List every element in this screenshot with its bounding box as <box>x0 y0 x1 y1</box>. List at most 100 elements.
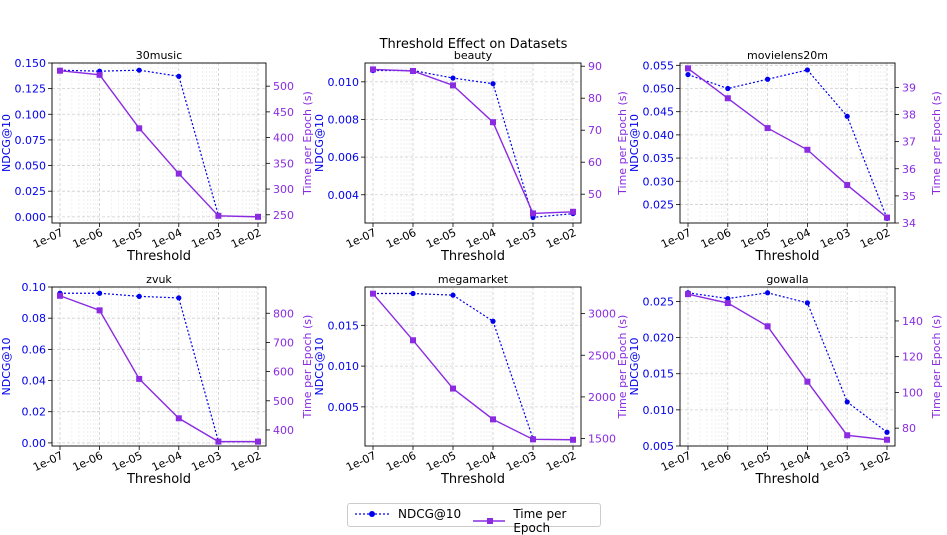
y-right-tick-label: 400 <box>273 424 294 437</box>
x-tick-label: 1e-03 <box>818 449 852 474</box>
y-right-tick-label: 70 <box>588 124 602 137</box>
time-point <box>530 436 536 443</box>
ndcg-point <box>490 81 496 87</box>
ndcg-point <box>804 67 811 73</box>
x-tick-label: 1e-06 <box>71 449 105 474</box>
y-right-tick-label: 36 <box>902 163 916 176</box>
plot-frame <box>364 62 582 224</box>
y-right-tick-label: 1500 <box>588 433 616 446</box>
ndcg-line <box>373 69 574 218</box>
y-left-axis-label: NDCG@10 <box>628 114 641 172</box>
y-right-tick-label: 90 <box>588 60 602 73</box>
y-left-tick-label: 0.04 <box>22 375 47 388</box>
time-point <box>570 436 576 443</box>
time-point <box>57 292 63 299</box>
time-point <box>255 438 261 445</box>
x-tick-label: 1e-02 <box>229 449 263 474</box>
time-point <box>410 68 416 74</box>
y-left-tick-label: 0.020 <box>643 332 675 345</box>
time-point <box>136 375 143 382</box>
y-right-tick-label: 80 <box>588 92 602 105</box>
y-left-tick-label: 0.055 <box>643 59 675 72</box>
x-tick-label: 1e-06 <box>699 449 733 474</box>
time-line <box>372 293 574 441</box>
subplot-title: 30music <box>136 49 183 62</box>
y-right-axis-label: Time per Epoch (s) <box>930 315 943 420</box>
y-left-tick-label: 0.050 <box>643 83 675 96</box>
x-axis-label: Threshold <box>126 249 191 264</box>
ndcg-line <box>60 292 219 442</box>
x-tick-label: 1e-02 <box>544 449 578 474</box>
y-left-tick-label: 0.125 <box>15 83 47 96</box>
x-tick-label: 1e-03 <box>504 226 538 251</box>
plot-frame <box>364 286 582 447</box>
x-tick-label: 1e-04 <box>778 226 812 251</box>
y-left-axis-label: NDCG@10 <box>628 338 641 396</box>
time-point <box>570 208 576 215</box>
ndcg-point <box>490 318 496 324</box>
x-tick-label: 1e-03 <box>504 449 538 474</box>
x-tick-label: 1e-05 <box>110 226 144 251</box>
subplot-zvuk: 1e-07 1e-06 1e-05 1e-04 1e-03 1e-02 0.00 0.02 0.… <box>0 273 314 487</box>
y-right-tick-label: 34 <box>902 217 916 230</box>
time-point <box>804 378 811 385</box>
subplot-title: beauty <box>454 49 493 62</box>
y-left-tick-label: 0.050 <box>15 160 47 173</box>
y-right-tick-label: 80 <box>902 422 916 435</box>
y-left-tick-label: 0.045 <box>643 106 675 119</box>
x-tick-label: 1e-07 <box>31 449 65 474</box>
y-right-tick-label: 300 <box>273 183 294 196</box>
time-point <box>685 65 691 72</box>
y-right-tick-label: 100 <box>902 386 923 399</box>
x-axis-label: Threshold <box>754 249 819 264</box>
y-right-tick-label: 350 <box>273 157 294 170</box>
time-line <box>59 295 258 443</box>
subplot-gowalla: 1e-07 1e-06 1e-05 1e-04 1e-03 1e-020.0050.010… <box>628 273 943 487</box>
y-left-tick-label: 0.004 <box>328 189 360 202</box>
x-tick-label: 1e-05 <box>739 449 773 474</box>
ndcg-line <box>687 292 888 433</box>
time-point <box>175 170 182 177</box>
y-right-tick-label: 60 <box>588 156 602 169</box>
y-right-tick-label: 50 <box>588 188 602 201</box>
time-point <box>410 337 416 344</box>
legend-entry-ndcg: NDCG@10 <box>354 507 461 521</box>
time-point <box>450 385 456 392</box>
ndcg-line <box>687 69 888 219</box>
subplot-title: movielens20m <box>747 49 828 62</box>
ndcg-point <box>765 290 771 296</box>
y-left-tick-label: 0.000 <box>15 211 47 224</box>
x-tick-label: 1e-06 <box>71 226 105 251</box>
y-left-tick-label: 0.015 <box>328 319 360 332</box>
y-right-tick-label: 38 <box>902 109 916 122</box>
ndcg-point <box>844 399 850 405</box>
time-point <box>215 438 222 445</box>
time-point <box>175 415 182 422</box>
ndcg-point <box>450 292 456 298</box>
time-point <box>884 436 890 443</box>
ndcg-point <box>176 73 182 79</box>
legend-time-swatch <box>473 518 506 524</box>
y-left-tick-label: 0.08 <box>22 312 47 325</box>
x-tick-label: 1e-06 <box>699 226 733 251</box>
plot-frame <box>679 62 896 224</box>
time-point <box>724 300 731 307</box>
time-point <box>764 323 771 330</box>
y-right-tick-label: 600 <box>273 366 294 379</box>
time-line <box>687 293 888 441</box>
y-right-tick-label: 3000 <box>588 308 616 321</box>
y-left-tick-label: 0.06 <box>22 343 47 356</box>
y-left-axis-label: NDCG@10 <box>313 114 326 172</box>
subplot-beauty: 1e-07 1e-06 1e-05 1e-04 1e-03 1e-02 0.004 0.006… <box>313 49 629 264</box>
y-right-tick-label: 120 <box>902 351 923 364</box>
subplot-title: zvuk <box>146 273 172 286</box>
y-left-tick-label: 0.100 <box>15 108 47 121</box>
y-left-tick-label: 0.150 <box>15 57 47 70</box>
x-tick-label: 1e-02 <box>858 449 892 474</box>
y-left-tick-label: 0.010 <box>328 360 360 373</box>
time-line <box>687 67 888 219</box>
subplot-megamarket: 1e-07 1e-06 1e-05 1e-04 1e-03 1e-02 0.005 0.010… <box>313 273 629 487</box>
x-tick-label: 1e-05 <box>110 449 144 474</box>
y-left-tick-label: 0.008 <box>328 113 360 126</box>
